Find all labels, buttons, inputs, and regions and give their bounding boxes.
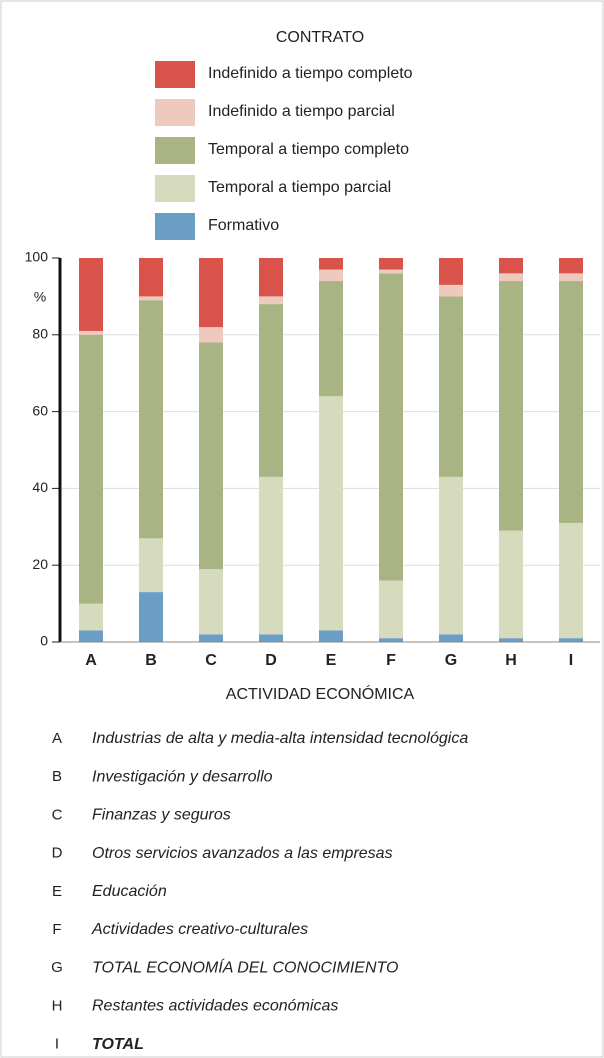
bar-segment xyxy=(499,273,523,282)
bar-segment xyxy=(199,327,223,343)
bar-segment xyxy=(319,258,343,270)
key-letter: E xyxy=(52,883,62,900)
legend-swatch xyxy=(155,137,195,164)
y-tick-label: 80 xyxy=(32,326,48,342)
key-letter: C xyxy=(52,806,63,823)
legend-swatch xyxy=(155,175,195,202)
bar-segment xyxy=(379,258,403,270)
key-letter: B xyxy=(52,768,62,785)
x-tick-label: E xyxy=(326,652,337,669)
bar-segment xyxy=(559,522,583,639)
bar-segment xyxy=(79,603,103,631)
key-text: TOTAL ECONOMÍA DEL CONOCIMIENTO xyxy=(92,957,398,976)
x-axis-label: ACTIVIDAD ECONÓMICA xyxy=(226,684,415,703)
x-tick-label: C xyxy=(205,652,217,669)
bar-segment xyxy=(259,476,283,635)
bar-segment xyxy=(499,258,523,274)
legend-swatch xyxy=(155,61,195,88)
bar-segment xyxy=(439,476,463,635)
x-tick-label: F xyxy=(386,652,396,669)
bar-segment xyxy=(559,258,583,274)
bar-segment xyxy=(139,592,163,642)
bar-segment xyxy=(79,334,103,604)
bar-segment xyxy=(379,273,403,581)
bar-segment xyxy=(499,530,523,639)
bar-segment xyxy=(439,284,463,297)
bar-segment xyxy=(199,342,223,570)
y-tick-label: 100 xyxy=(25,249,49,265)
bar-segment xyxy=(559,638,583,642)
key-letter: F xyxy=(52,921,61,938)
bar-segment xyxy=(79,258,103,331)
bar-segment xyxy=(259,304,283,477)
bar-segment xyxy=(259,634,283,642)
key-letter: H xyxy=(52,997,63,1014)
bar-segment xyxy=(199,258,223,328)
bar-segment xyxy=(139,538,163,593)
bar-segment xyxy=(439,258,463,285)
bar-segment xyxy=(319,396,343,631)
bar-segment xyxy=(79,330,103,335)
x-tick-label: D xyxy=(265,652,277,669)
bar-segment xyxy=(79,630,103,642)
key-text: Industrias de alta y media-alta intensid… xyxy=(92,730,468,747)
legend-swatch xyxy=(155,99,195,126)
y-tick-label: 60 xyxy=(32,402,48,418)
legend-swatch xyxy=(155,213,195,240)
key-letter: D xyxy=(52,845,63,862)
legend-title: CONTRATO xyxy=(276,29,364,46)
legend-label: Temporal a tiempo parcial xyxy=(208,179,391,196)
bar-segment xyxy=(139,296,163,301)
bar-segment xyxy=(199,569,223,635)
key-text: Actividades creativo-culturales xyxy=(91,921,308,938)
key-text: Investigación y desarrollo xyxy=(92,768,273,785)
x-tick-label: H xyxy=(505,652,517,669)
key-text: Finanzas y seguros xyxy=(92,807,231,824)
bar-segment xyxy=(379,638,403,642)
x-tick-label: B xyxy=(145,652,157,669)
bar-segment xyxy=(499,638,523,642)
bar-segment xyxy=(439,634,463,642)
bar-segment xyxy=(139,258,163,297)
legend-label: Indefinido a tiempo parcial xyxy=(208,103,395,120)
y-tick-label: 40 xyxy=(32,479,48,495)
bar-segment xyxy=(319,281,343,397)
y-unit: % xyxy=(34,289,46,305)
y-tick-label: 0 xyxy=(40,633,48,649)
bar-segment xyxy=(139,300,163,539)
x-tick-label: G xyxy=(445,652,457,669)
legend-label: Formativo xyxy=(208,217,279,234)
key-text: Educación xyxy=(92,883,167,900)
legend-label: Indefinido a tiempo completo xyxy=(208,65,413,82)
bar-segment xyxy=(259,258,283,297)
bar-segment xyxy=(559,273,583,282)
x-tick-label: A xyxy=(85,652,97,669)
bar-segment xyxy=(319,630,343,642)
bar-segment xyxy=(379,580,403,639)
bar-segment xyxy=(319,269,343,282)
bar-segment xyxy=(199,634,223,642)
y-tick-label: 20 xyxy=(32,556,48,572)
bar-segment xyxy=(379,269,403,274)
key-text: Restantes actividades económicas xyxy=(92,998,338,1015)
key-letter: I xyxy=(55,1036,59,1053)
bar-segment xyxy=(439,296,463,477)
key-letter: A xyxy=(52,730,62,747)
key-text: TOTAL xyxy=(92,1036,144,1053)
bar-segment xyxy=(559,281,583,523)
key-text: Otros servicios avanzados a las empresas xyxy=(92,845,393,862)
key-letter: G xyxy=(51,959,63,976)
x-tick-label: I xyxy=(569,652,573,669)
bar-segment xyxy=(499,281,523,531)
legend-label: Temporal a tiempo completo xyxy=(208,141,409,158)
bar-segment xyxy=(259,296,283,305)
